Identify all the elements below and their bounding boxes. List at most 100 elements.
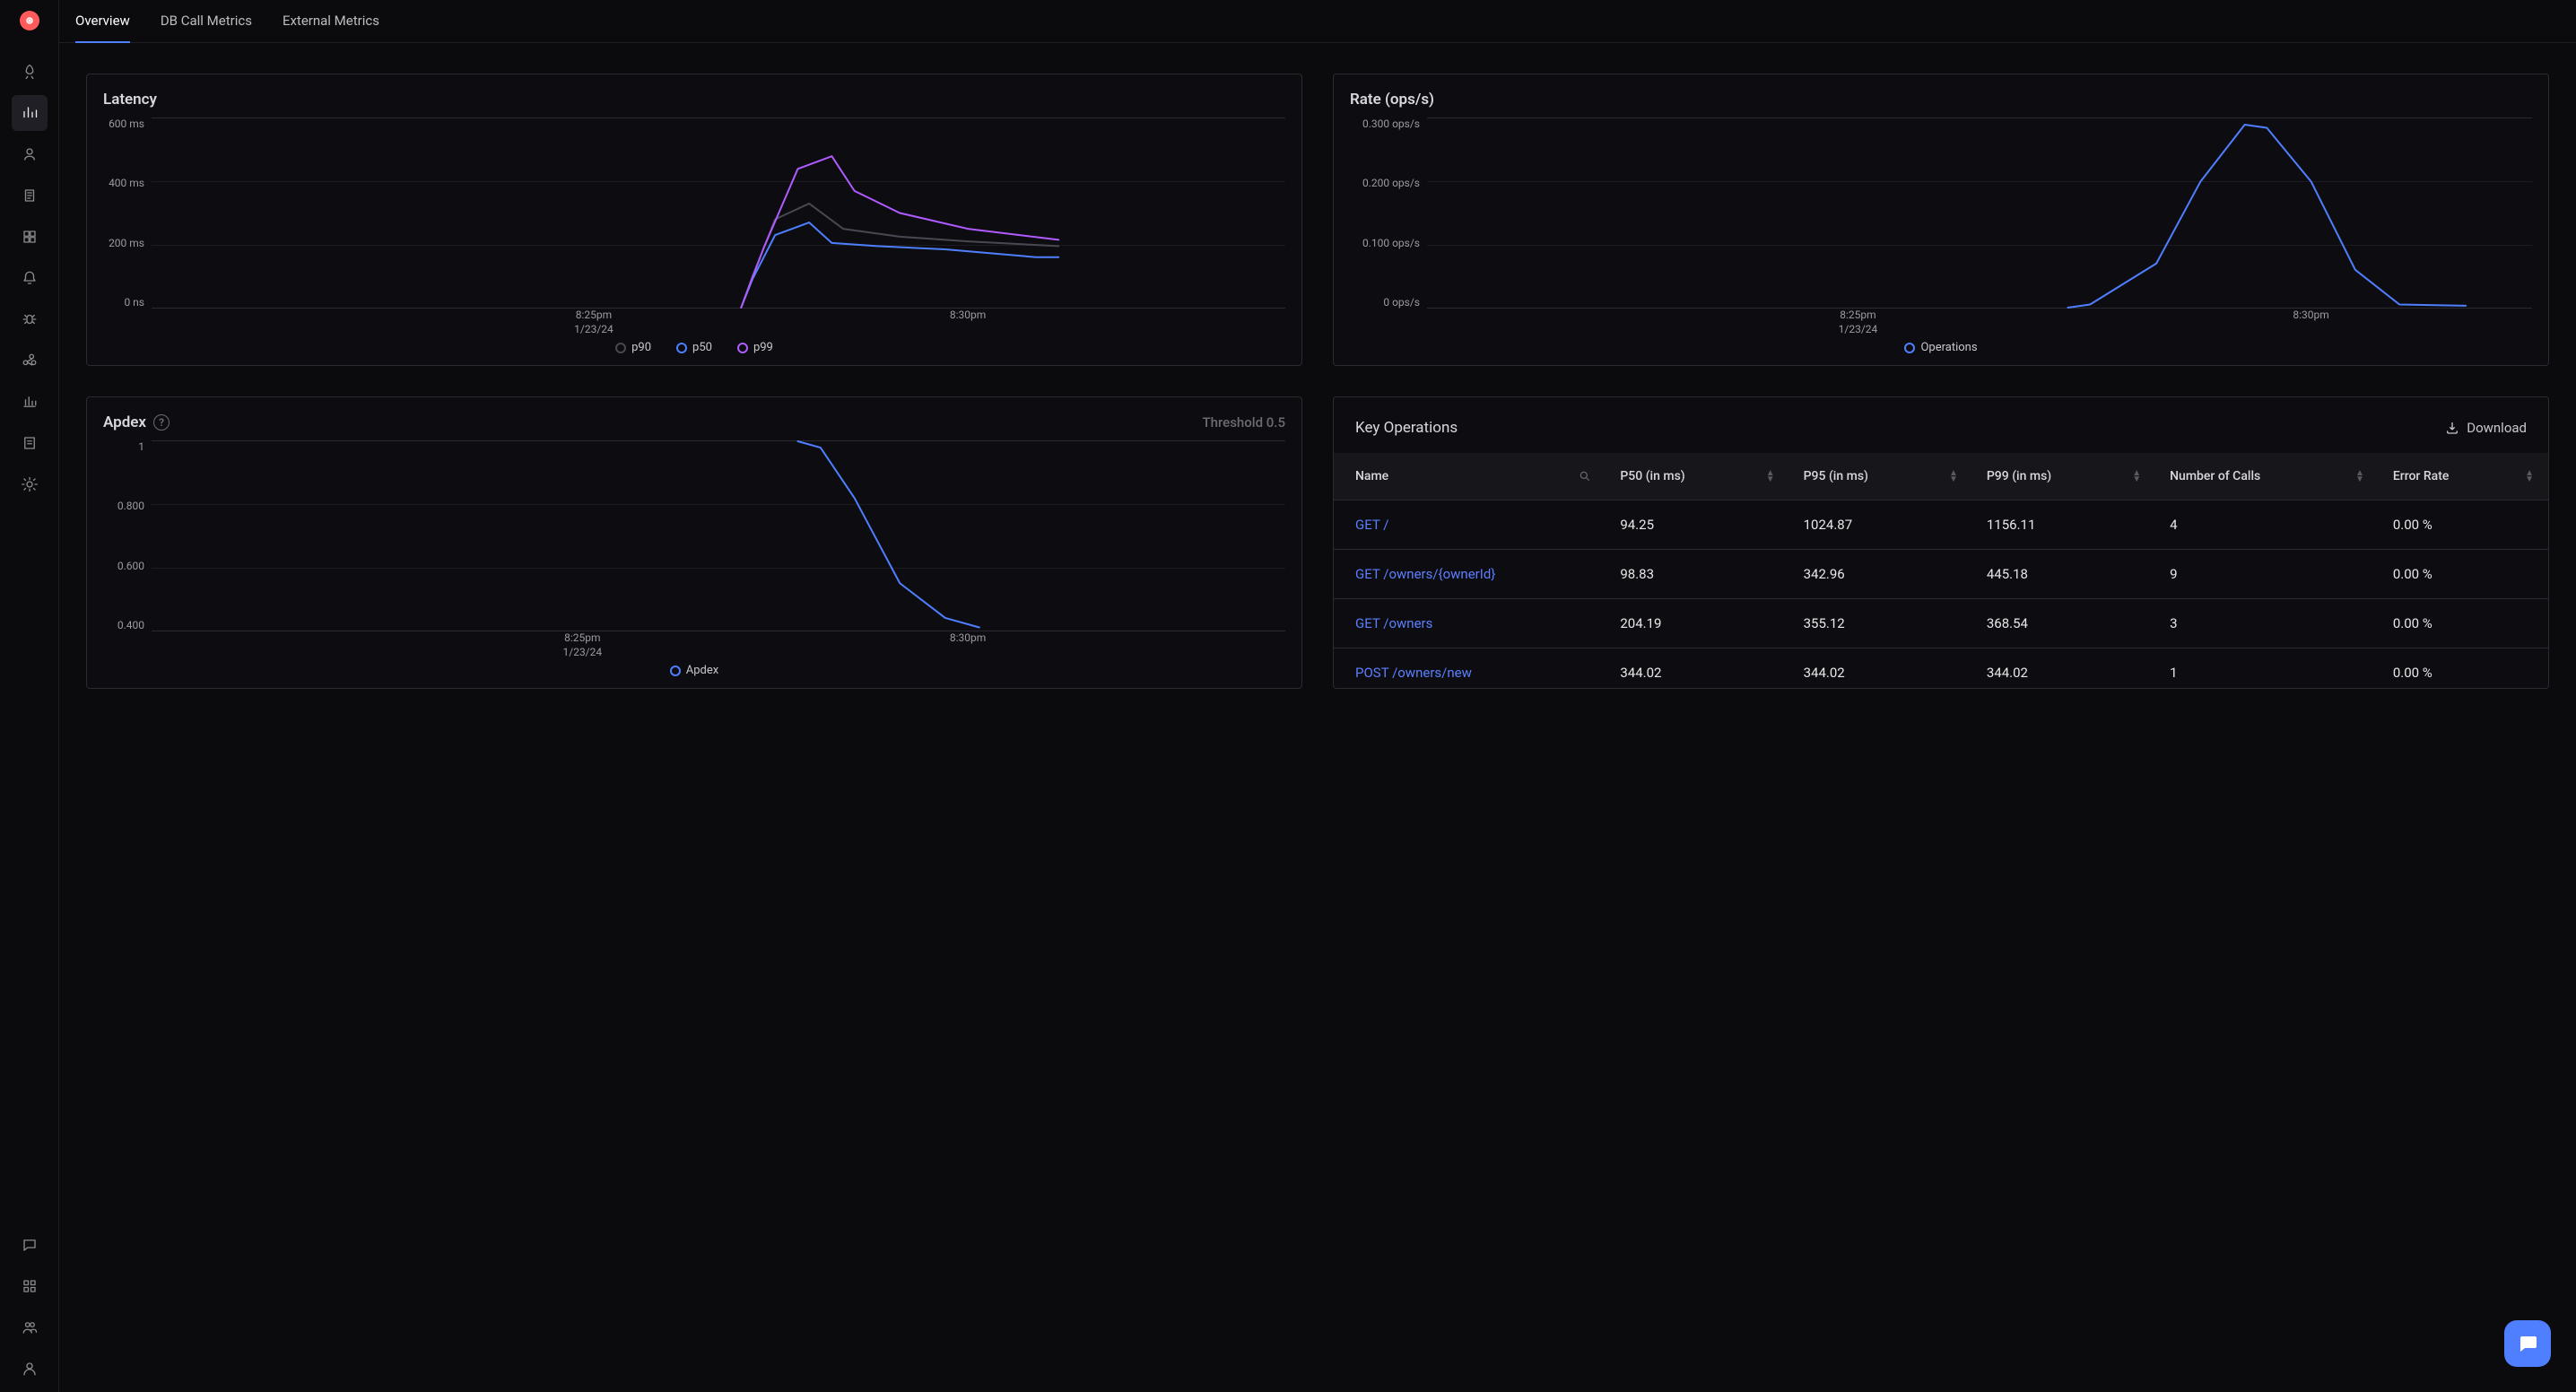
sort-icon[interactable]: ▲▼ bbox=[2132, 470, 2141, 483]
x-tick: 8:25pm1/23/24 bbox=[563, 631, 603, 659]
share-icon[interactable] bbox=[12, 343, 48, 378]
rate-title: Rate (ops/s) bbox=[1350, 91, 2532, 109]
content-grid: Latency 600 ms400 ms200 ms0 ns 8:25pm1/2… bbox=[59, 43, 2576, 1392]
cell-p50: 204.19 bbox=[1606, 599, 1788, 648]
sort-icon[interactable]: ▲▼ bbox=[2355, 470, 2364, 483]
apps-icon[interactable] bbox=[12, 1268, 48, 1304]
y-tick: 0 ns bbox=[103, 296, 144, 309]
apdex-panel: Apdex ? Threshold 0.5 10.8000.6000.400 8… bbox=[86, 396, 1302, 689]
chat-icon[interactable] bbox=[12, 1227, 48, 1263]
y-tick: 600 ms bbox=[103, 117, 144, 130]
sidebar bbox=[0, 0, 59, 1392]
legend-item[interactable]: p50 bbox=[676, 341, 712, 354]
tab-db[interactable]: DB Call Metrics bbox=[161, 0, 252, 43]
bugs-icon[interactable] bbox=[12, 301, 48, 337]
rate-chart: 0.300 ops/s 0.200 ops/s 0.100 ops/s 0 ops/s… bbox=[1350, 117, 2532, 335]
tab-external[interactable]: External Metrics bbox=[283, 0, 379, 43]
sort-icon[interactable]: ▲▼ bbox=[1766, 470, 1775, 483]
cell-err: 0.00 % bbox=[2379, 648, 2548, 689]
latency-title: Latency bbox=[103, 91, 1285, 109]
cell-p99: 445.18 bbox=[1972, 550, 2155, 599]
col-err[interactable]: Error Rate▲▼ bbox=[2379, 453, 2548, 500]
team-icon[interactable] bbox=[12, 1309, 48, 1345]
help-icon[interactable]: ? bbox=[153, 414, 170, 431]
legend-item[interactable]: p90 bbox=[615, 341, 651, 354]
y-tick: 0.400 bbox=[103, 619, 144, 631]
y-tick: 0.200 ops/s bbox=[1350, 177, 1420, 189]
metrics-icon[interactable] bbox=[12, 95, 48, 131]
rate-panel: Rate (ops/s) 0.300 ops/s 0.200 ops/s 0.100… bbox=[1333, 74, 2549, 366]
cell-calls: 9 bbox=[2155, 550, 2379, 599]
apdex-threshold: Threshold 0.5 bbox=[1203, 414, 1285, 431]
cell-p95: 1024.87 bbox=[1789, 500, 1972, 550]
cell-p50: 98.83 bbox=[1606, 550, 1788, 599]
x-tick: 8:30pm bbox=[950, 309, 986, 323]
sort-icon[interactable]: ▲▼ bbox=[1949, 470, 1958, 483]
dashboards-icon[interactable] bbox=[12, 219, 48, 255]
brand-logo[interactable] bbox=[20, 11, 39, 30]
latency-chart: 600 ms400 ms200 ms0 ns 8:25pm1/23/248:30… bbox=[103, 117, 1285, 335]
tabbar: Overview DB Call Metrics External Metrics bbox=[59, 0, 2576, 43]
table-row: GET /94.251024.871156.1140.00 % bbox=[1334, 500, 2548, 550]
y-tick: 1 bbox=[103, 440, 144, 453]
sort-icon[interactable]: ▲▼ bbox=[2525, 470, 2534, 483]
col-name[interactable]: Name bbox=[1334, 453, 1606, 500]
y-tick: 200 ms bbox=[103, 237, 144, 249]
chat-bubble-icon bbox=[2517, 1333, 2538, 1354]
endpoint-link[interactable]: GET /owners/{ownerId} bbox=[1355, 566, 1495, 582]
cell-calls: 1 bbox=[2155, 648, 2379, 689]
reports-icon[interactable] bbox=[12, 384, 48, 420]
legend-item[interactable]: p99 bbox=[737, 341, 773, 354]
account-icon[interactable] bbox=[12, 1351, 48, 1387]
chat-fab[interactable] bbox=[2504, 1320, 2551, 1367]
billing-icon[interactable] bbox=[12, 425, 48, 461]
user-icon[interactable] bbox=[12, 136, 48, 172]
col-p99[interactable]: P99 (in ms)▲▼ bbox=[1972, 453, 2155, 500]
x-tick: 8:30pm bbox=[2293, 309, 2328, 323]
x-tick: 8:30pm bbox=[950, 631, 986, 646]
download-icon bbox=[2445, 421, 2459, 435]
key-ops-title: Key Operations bbox=[1355, 419, 1458, 437]
col-calls[interactable]: Number of Calls▲▼ bbox=[2155, 453, 2379, 500]
settings-icon[interactable] bbox=[12, 466, 48, 502]
download-button[interactable]: Download bbox=[2445, 420, 2527, 436]
latency-panel: Latency 600 ms400 ms200 ms0 ns 8:25pm1/2… bbox=[86, 74, 1302, 366]
cell-calls: 4 bbox=[2155, 500, 2379, 550]
key-ops-table: NameP50 (in ms)▲▼P95 (in ms)▲▼P99 (in ms… bbox=[1334, 453, 2548, 688]
endpoint-link[interactable]: GET /owners bbox=[1355, 615, 1432, 631]
endpoint-link[interactable]: GET / bbox=[1355, 517, 1388, 533]
col-p50[interactable]: P50 (in ms)▲▼ bbox=[1606, 453, 1788, 500]
apdex-title: Apdex bbox=[103, 413, 146, 431]
table-row: GET /owners204.19355.12368.5430.00 % bbox=[1334, 599, 2548, 648]
table-row: POST /owners/new344.02344.02344.0210.00 … bbox=[1334, 648, 2548, 689]
logs-icon[interactable] bbox=[12, 178, 48, 213]
cell-p95: 342.96 bbox=[1789, 550, 1972, 599]
cell-p95: 344.02 bbox=[1789, 648, 1972, 689]
col-p95[interactable]: P95 (in ms)▲▼ bbox=[1789, 453, 1972, 500]
x-tick: 8:25pm1/23/24 bbox=[1839, 309, 1878, 336]
main: OverviewDB Call MetricsExternal Metrics … bbox=[59, 0, 2576, 1392]
table-row: GET /owners/{ownerId} 98.83342.96445.1890… bbox=[1334, 550, 2548, 599]
y-tick: 0.300 ops/s bbox=[1350, 117, 1420, 130]
y-tick: 0.800 bbox=[103, 500, 144, 512]
cell-p99: 1156.11 bbox=[1972, 500, 2155, 550]
legend-item[interactable]: Apdex bbox=[670, 664, 718, 677]
legend-item[interactable]: Operations bbox=[1904, 341, 1977, 354]
y-tick: 0 ops/s bbox=[1350, 296, 1420, 309]
tab-overview[interactable]: Overview bbox=[75, 0, 130, 43]
endpoint-link[interactable]: POST /owners/new bbox=[1355, 665, 1472, 681]
y-tick: 0.100 ops/s bbox=[1350, 237, 1420, 249]
download-label: Download bbox=[2467, 420, 2527, 436]
cell-p99: 368.54 bbox=[1972, 599, 2155, 648]
rocket-icon[interactable] bbox=[12, 54, 48, 90]
apdex-chart: 10.8000.6000.400 8:25pm1/23/248:30pm bbox=[103, 440, 1285, 658]
cell-calls: 3 bbox=[2155, 599, 2379, 648]
cell-err: 0.00 % bbox=[2379, 550, 2548, 599]
cell-p95: 355.12 bbox=[1789, 599, 1972, 648]
alerts-icon[interactable] bbox=[12, 260, 48, 296]
cell-err: 0.00 % bbox=[2379, 500, 2548, 550]
apdex-title-row: Apdex ? Threshold 0.5 bbox=[103, 413, 1285, 431]
search-icon[interactable] bbox=[1579, 470, 1591, 483]
key-ops-panel: Key Operations Download NameP50 (in ms)▲… bbox=[1333, 396, 2549, 689]
cell-p50: 344.02 bbox=[1606, 648, 1788, 689]
